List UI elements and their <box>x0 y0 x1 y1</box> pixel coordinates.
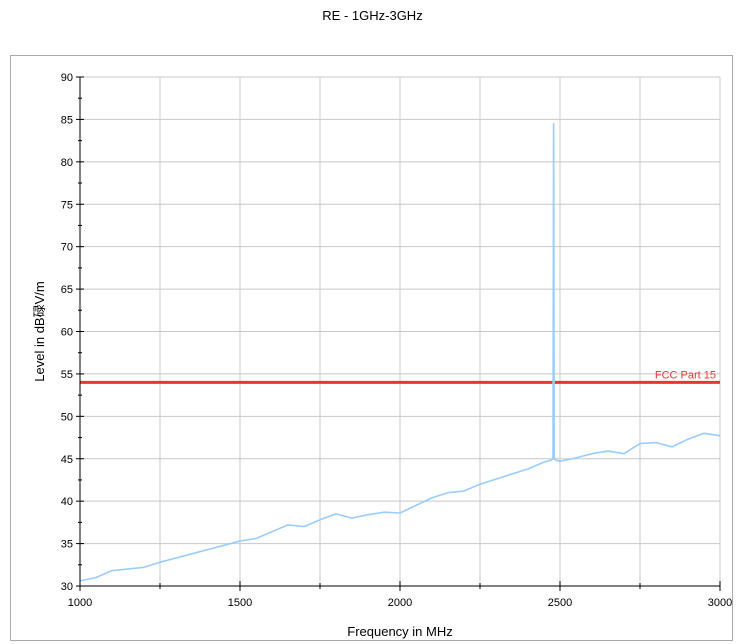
chart-title: RE - 1GHz-3GHz <box>322 8 423 23</box>
y-tick-label: 30 <box>61 581 73 593</box>
y-tick-label: 75 <box>61 199 73 211</box>
y-tick-label: 60 <box>61 327 73 339</box>
y-tick-label: 40 <box>61 496 73 508</box>
x-tick-label: 1500 <box>228 597 252 609</box>
y-tick-label: 55 <box>61 369 73 381</box>
chart-frame <box>10 55 733 641</box>
limit-line-group: FCC Part 15 <box>80 369 720 384</box>
y-tick-label: 65 <box>61 284 73 296</box>
y-tick-label: 45 <box>61 454 73 466</box>
y-axis-title: Level in dB碌V/m <box>32 281 47 381</box>
grid <box>79 76 721 587</box>
series-line <box>79 122 721 582</box>
x-tick-label: 2000 <box>388 597 412 609</box>
tick-labels: 30 35 40 45 50 55 60 65 70 75 80 85 90 1000 1500 2000 25… <box>61 72 732 609</box>
x-tick-label: 3000 <box>708 597 732 609</box>
y-tick-label: 90 <box>61 72 73 84</box>
limit-line-label: FCC Part 15 <box>655 369 716 381</box>
axes <box>76 76 721 591</box>
x-tick-label: 1000 <box>68 597 92 609</box>
series-group <box>79 122 721 582</box>
y-tick-label: 35 <box>61 539 73 551</box>
y-tick-label: 70 <box>61 242 73 254</box>
y-tick-label: 50 <box>61 411 73 423</box>
x-tick-label: 2500 <box>548 597 572 609</box>
y-tick-label: 85 <box>61 114 73 126</box>
y-tick-label: 80 <box>61 157 73 169</box>
x-axis-title: Frequency in MHz <box>347 624 452 639</box>
